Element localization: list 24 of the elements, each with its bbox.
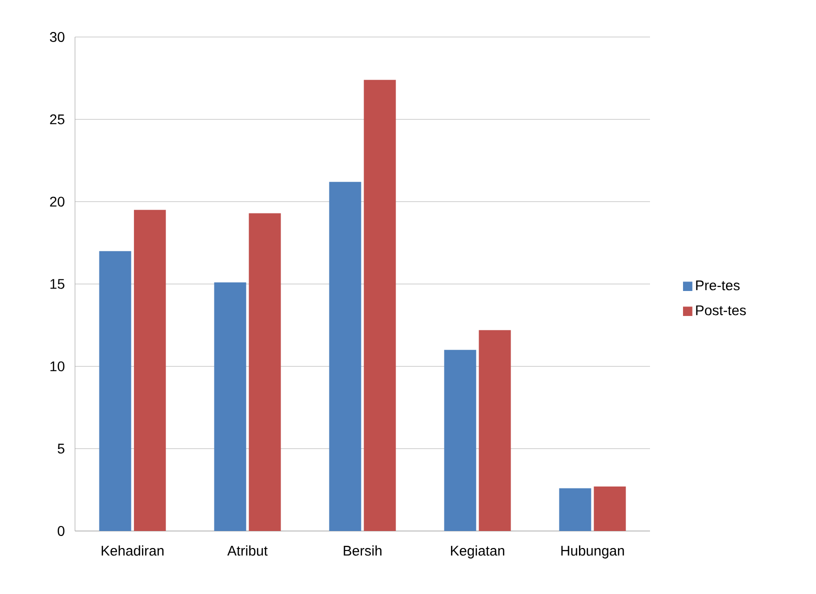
y-tick-label: 30 bbox=[50, 32, 64, 42]
bar bbox=[214, 282, 246, 531]
legend-label: Pre-tes bbox=[696, 280, 740, 290]
y-tick-label: 15 bbox=[50, 279, 64, 289]
bar bbox=[444, 350, 476, 531]
bar bbox=[134, 210, 166, 531]
bar bbox=[99, 251, 132, 531]
y-tick-label: 0 bbox=[58, 526, 64, 536]
y-tick-label: 25 bbox=[50, 114, 64, 124]
y-tick-label: 10 bbox=[50, 361, 64, 372]
legend-label: Post-tes bbox=[696, 306, 746, 316]
bar bbox=[329, 182, 362, 531]
bar bbox=[594, 486, 626, 531]
bar bbox=[364, 80, 396, 531]
x-tick-label: Bersih bbox=[344, 545, 382, 556]
x-tick-label: Hubungan bbox=[561, 545, 624, 558]
bar bbox=[248, 213, 281, 531]
x-tick-label: Kegiatan bbox=[451, 545, 504, 558]
bar bbox=[478, 330, 511, 531]
x-tick-label: Kehadiran bbox=[102, 545, 164, 556]
y-tick-label: 20 bbox=[50, 196, 64, 207]
bar bbox=[559, 488, 592, 531]
x-tick-label: Atribut bbox=[227, 545, 268, 556]
y-tick-label: 5 bbox=[58, 444, 64, 454]
